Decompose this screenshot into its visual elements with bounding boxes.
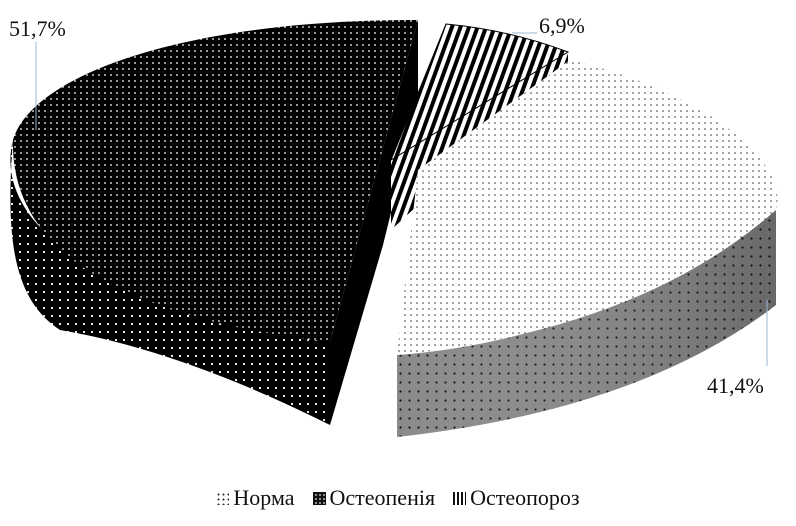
legend-item-osteopenia: Остеопенія bbox=[312, 485, 436, 511]
dotted-swatch-icon bbox=[216, 491, 230, 505]
striped-swatch-icon bbox=[453, 491, 467, 505]
slice-side-osteopenia-cut bbox=[330, 20, 418, 425]
slice-side-norma-shade bbox=[397, 210, 776, 437]
legend-item-osteoporoz: Остеопороз bbox=[453, 485, 580, 511]
legend-label-osteopenia: Остеопенія bbox=[329, 485, 436, 510]
slice-osteopenia bbox=[12, 20, 418, 342]
legend-label-osteoporoz: Остеопороз bbox=[470, 485, 580, 510]
data-label-osteoporoz: 6,9% bbox=[539, 13, 585, 38]
data-label-norma: 41,4% bbox=[707, 373, 764, 398]
black-swatch-icon bbox=[312, 491, 326, 505]
slice-norma bbox=[397, 60, 778, 355]
legend-label-norma: Норма bbox=[233, 485, 295, 510]
legend-item-norma: Норма bbox=[216, 485, 295, 511]
slice-osteoporoz bbox=[389, 23, 570, 162]
chart-legend: Норма Остеопенія Остеопороз bbox=[0, 478, 796, 518]
data-label-osteopenia: 51,7% bbox=[9, 16, 66, 41]
